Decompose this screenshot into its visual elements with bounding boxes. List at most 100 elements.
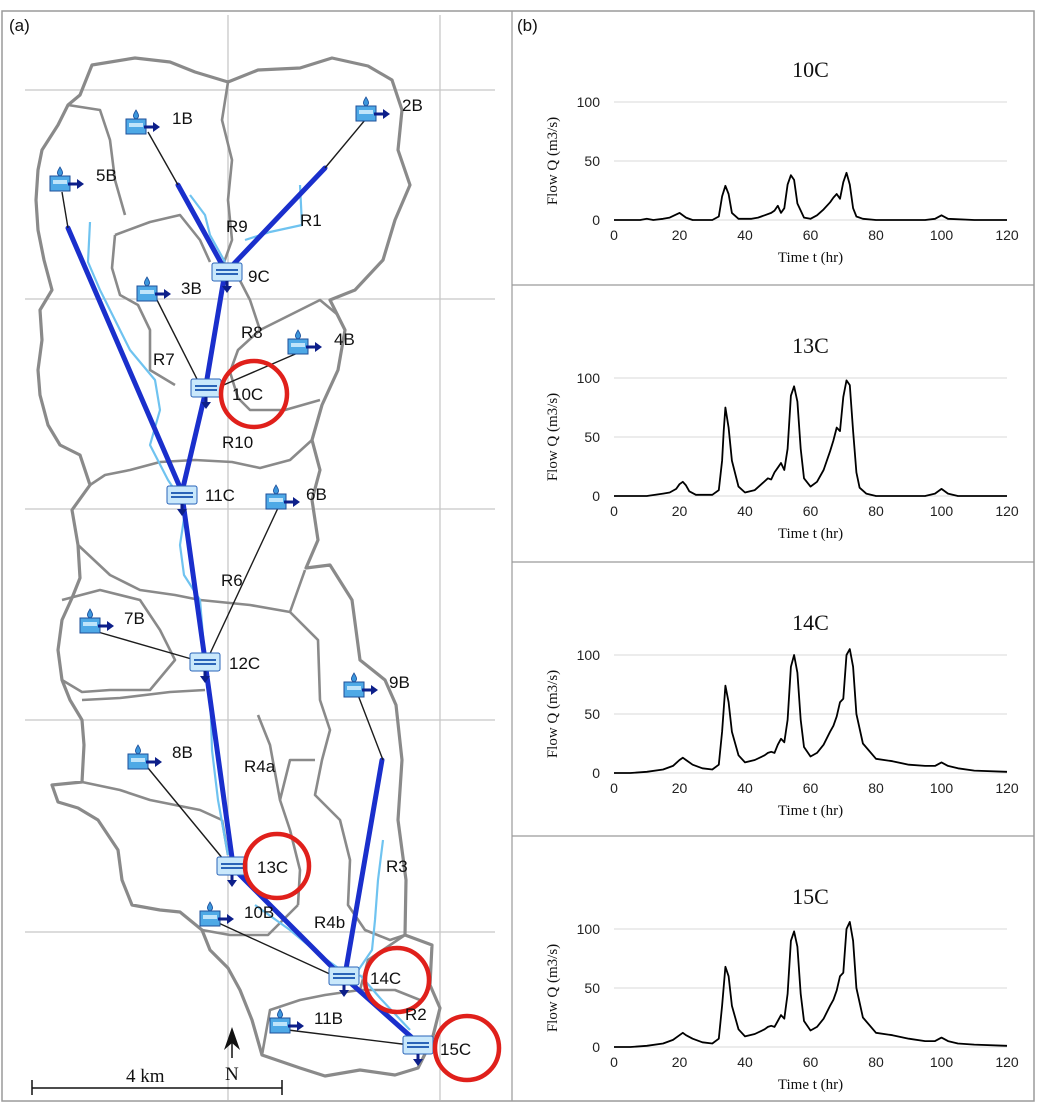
x-axis-label: Time t (hr) [778,803,843,819]
node-label-15c: 15C [440,1040,471,1059]
subbasin-icon [198,900,236,928]
y-axis-label: Flow Q (m3/s) [545,393,561,481]
node-label-4b: 4B [334,330,355,349]
subbasin-icon [342,671,380,699]
node-label-3b: 3B [181,279,202,298]
node-label-5b: 5B [96,166,117,185]
x-tick-label: 40 [737,780,753,796]
highlight-circles [218,358,502,1083]
reach-label-r9: R9 [226,217,248,236]
highlight-14c [362,945,432,1015]
reach-r6 [179,492,208,663]
reach-r10 [179,387,209,495]
subbasin-icon [264,483,302,511]
north-label: N [225,1064,239,1085]
reach-label-r7: R7 [153,350,175,369]
reach-label-r2: R2 [405,1005,427,1024]
x-tick-label: 80 [868,780,884,796]
x-tick-label: 60 [803,503,819,519]
x-tick-label: 20 [672,780,688,796]
y-tick-label: 100 [577,370,601,386]
highlight-15c [432,1013,502,1083]
flow-series-line [614,648,1008,774]
hydrograph-panel: 10C 0 50 100 0 20 40 60 80 100 120 Time t (hr) Flow … [545,57,1019,1093]
chart-title: 10C [792,57,829,82]
y-tick-label: 100 [577,647,601,663]
y-tick-label: 0 [592,1039,600,1055]
panel-a-label: (a) [9,16,30,35]
node-label-9b: 9B [389,673,410,692]
hydrograph-10c: 10C 0 50 100 0 20 40 60 80 100 120 Time t (hr) Flow … [545,57,1019,266]
node-label-14c: 14C [370,969,401,988]
node-label-13c: 13C [257,858,288,877]
y-axis-label: Flow Q (m3/s) [545,117,561,205]
x-tick-label: 20 [672,1054,688,1070]
subbasin-icon [135,275,173,303]
node-label-11b: 11B [314,1009,343,1028]
subbasin-icon [268,1007,306,1035]
panel-b-label: (b) [517,16,538,35]
node-label-10c: 10C [232,385,263,404]
subbasin-icon [124,108,162,136]
junction-icon [210,261,244,295]
reach-labels: R9 R1 R8 R7 R10 R6 R4a R3 R4b R2 [153,211,427,1024]
subbasin-icon [78,607,116,635]
node-label-6b: 6B [306,485,327,504]
y-tick-label: 50 [584,429,600,445]
x-axis-label: Time t (hr) [778,250,843,266]
x-tick-label: 60 [803,780,819,796]
reach-r9 [175,182,228,273]
x-tick-label: 0 [610,780,618,796]
x-tick-label: 100 [930,227,954,243]
node-labels: 1B 2B 5B 3B 9C 4B 10C 11C 6B 7B 12C 9B 8… [96,96,471,1059]
x-tick-label: 0 [610,503,618,519]
node-label-7b: 7B [124,609,145,628]
hydrograph-14c: 14C 0 50 100 0 20 40 60 80 100 120 Time t (hr) Flow … [545,610,1019,819]
y-tick-label: 100 [577,94,601,110]
node-label-9c: 9C [248,267,270,286]
chart-title: 15C [792,884,829,909]
node-label-8b: 8B [172,743,193,762]
node-label-2b: 2B [402,96,423,115]
flow-series-line [614,379,1007,497]
reach-r7-main [65,225,185,495]
subbasin-boundaries [61,81,421,1056]
x-tick-label: 40 [737,1054,753,1070]
reach-label-r8: R8 [241,323,263,342]
x-axis-label: Time t (hr) [778,526,843,542]
x-axis-label: Time t (hr) [778,1077,843,1093]
chart-title: 14C [792,610,829,635]
x-tick-label: 60 [803,227,819,243]
reach-label-r10: R10 [222,433,253,452]
x-tick-label: 0 [610,1054,618,1070]
y-tick-label: 50 [584,153,600,169]
x-tick-label: 80 [868,227,884,243]
reach-label-r6: R6 [221,571,243,590]
junction-icon [188,651,222,685]
reach-r8 [203,269,228,388]
junction-icon [215,855,249,889]
x-tick-label: 40 [737,503,753,519]
reach-label-r1: R1 [300,211,322,230]
y-tick-label: 0 [592,212,600,228]
watershed-map: 1B 2B 5B 3B 9C 4B 10C 11C 6B 7B 12C 9B 8… [25,15,502,1100]
reach-label-r4b: R4b [314,913,345,932]
node-label-12c: 12C [229,654,260,673]
x-tick-label: 100 [930,780,954,796]
y-axis-label: Flow Q (m3/s) [545,670,561,758]
x-tick-label: 100 [930,503,954,519]
x-tick-label: 0 [610,227,618,243]
y-axis-label: Flow Q (m3/s) [545,944,561,1032]
x-tick-label: 120 [995,227,1019,243]
watershed-boundary [34,56,442,1078]
reach-r4a [202,659,236,868]
scale-bar-label: 4 km [126,1066,165,1087]
x-tick-label: 80 [868,1054,884,1070]
x-tick-label: 60 [803,1054,819,1070]
chart-title: 13C [792,333,829,358]
junction-icon [165,484,199,518]
scale-bar [31,1080,283,1095]
subbasin-icon [354,95,392,123]
junction-icon [401,1034,435,1068]
